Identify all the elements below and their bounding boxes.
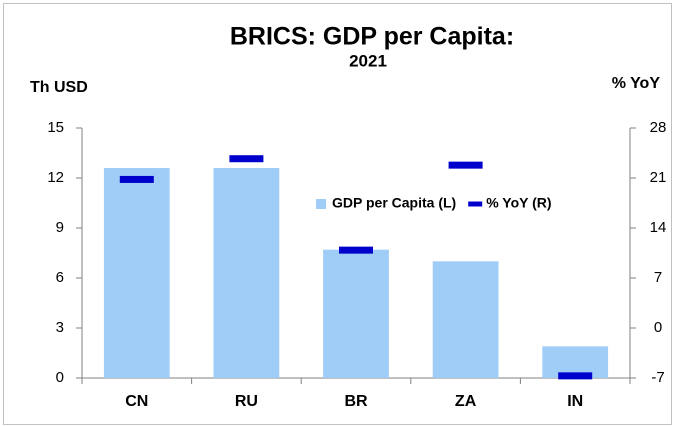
- x-tick-label: RU: [235, 393, 258, 410]
- bar: [432, 261, 499, 378]
- y-tick-label: 15: [47, 119, 64, 136]
- y2-tick-label: 0: [654, 319, 662, 336]
- y-axis-label: Th USD: [30, 79, 88, 96]
- x-tick-label: CN: [125, 393, 148, 410]
- y2-tick-label: 14: [650, 219, 667, 236]
- marker: [119, 175, 154, 183]
- legend-label: % YoY (R): [486, 195, 551, 211]
- y2-axis-label: % YoY: [612, 75, 661, 92]
- chart-title: BRICS: GDP per Capita:: [230, 23, 514, 51]
- marker: [448, 161, 483, 169]
- legend-label: GDP per Capita (L): [332, 195, 456, 211]
- marker: [558, 372, 593, 380]
- x-tick-label: IN: [567, 393, 583, 410]
- y2-tick-label: -7: [651, 369, 664, 386]
- chart-subtitle: 2021: [349, 51, 387, 70]
- x-tick-label: ZA: [455, 393, 477, 410]
- y2-tick-label: 21: [650, 169, 667, 186]
- x-tick-label: BR: [344, 393, 368, 410]
- legend-swatch: [468, 201, 483, 207]
- marker: [229, 155, 264, 163]
- y-tick-label: 0: [56, 369, 64, 386]
- y2-tick-label: 28: [650, 119, 667, 136]
- bar: [213, 168, 280, 378]
- y-tick-label: 6: [56, 269, 64, 286]
- y-tick-label: 9: [56, 219, 64, 236]
- bar: [323, 249, 389, 378]
- y-tick-label: 3: [56, 319, 64, 336]
- bar: [103, 168, 170, 378]
- y-tick-label: 12: [47, 169, 64, 186]
- y2-tick-label: 7: [654, 269, 662, 286]
- legend-swatch: [316, 199, 326, 209]
- marker: [339, 246, 373, 254]
